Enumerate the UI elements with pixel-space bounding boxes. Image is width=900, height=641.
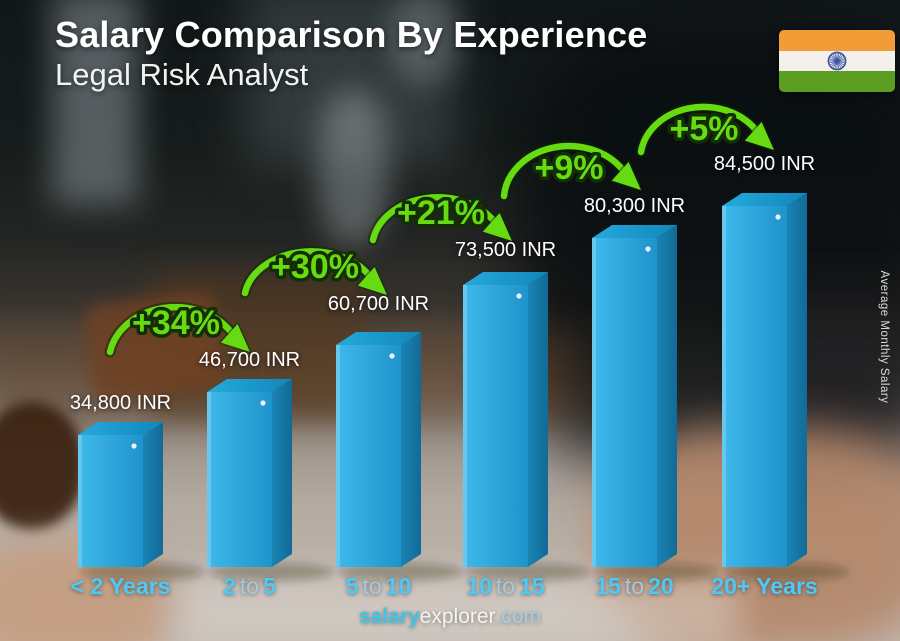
arrowhead-icon [356, 265, 389, 297]
background-blob [52, 0, 138, 205]
arrowhead-icon [219, 322, 252, 354]
ashoka-chakra-icon [827, 51, 847, 71]
brand-dotcom: .com [495, 605, 542, 628]
increase-arc: +30% [239, 245, 389, 299]
bar-highlight-dot [131, 443, 137, 449]
bar-highlight-dot [775, 214, 781, 220]
increase-percent-label: +30% [271, 248, 359, 286]
bar-shadow [594, 563, 719, 581]
page-subtitle: Legal Risk Analyst [55, 57, 309, 92]
background-blob [318, 90, 388, 245]
background-blob [392, 0, 458, 85]
bar-column [463, 272, 548, 567]
gavel-knob [0, 402, 86, 530]
bar-shadow [465, 563, 590, 581]
bar-highlight-dot [645, 246, 651, 252]
india-flag [779, 30, 895, 92]
increase-percent-label: +9% [535, 149, 604, 187]
increase-percent-label: +34% [132, 304, 220, 342]
brand-explorer: explorer [419, 605, 496, 628]
background-paper [180, 575, 740, 641]
bar-highlight-dot [516, 293, 522, 299]
increase-arc: +5% [635, 101, 776, 158]
bar-column [592, 225, 677, 567]
increase-arc: +21% [367, 191, 514, 246]
arrowhead-icon [481, 211, 514, 243]
increase-percent-label: +21% [397, 194, 485, 232]
arrowhead-icon [610, 160, 643, 192]
page-title: Salary Comparison By Experience [55, 14, 648, 55]
increase-arc: +34% [104, 301, 252, 358]
bar-shadow [80, 563, 205, 581]
arrowhead-icon [743, 120, 776, 152]
flag-stripe-saffron [779, 30, 895, 51]
bar-shadow [338, 563, 463, 581]
increase-arc: +9% [498, 140, 643, 202]
footer-brand: salaryexplorer.com [0, 605, 900, 629]
brand-salary: salary [358, 605, 420, 628]
flag-stripe-green [779, 71, 895, 92]
increase-percent-label: +5% [670, 110, 739, 148]
bar-column [207, 379, 292, 567]
bar-highlight-dot [389, 353, 395, 359]
bar-column [78, 422, 163, 567]
background-blob [245, 0, 455, 165]
bar-column [336, 332, 421, 567]
bar-highlight-dot [260, 400, 266, 406]
y-axis-label: Average Monthly Salary [878, 270, 890, 404]
bar-column [722, 193, 807, 567]
bar-shadow [209, 563, 334, 581]
bar-shadow [724, 563, 849, 581]
